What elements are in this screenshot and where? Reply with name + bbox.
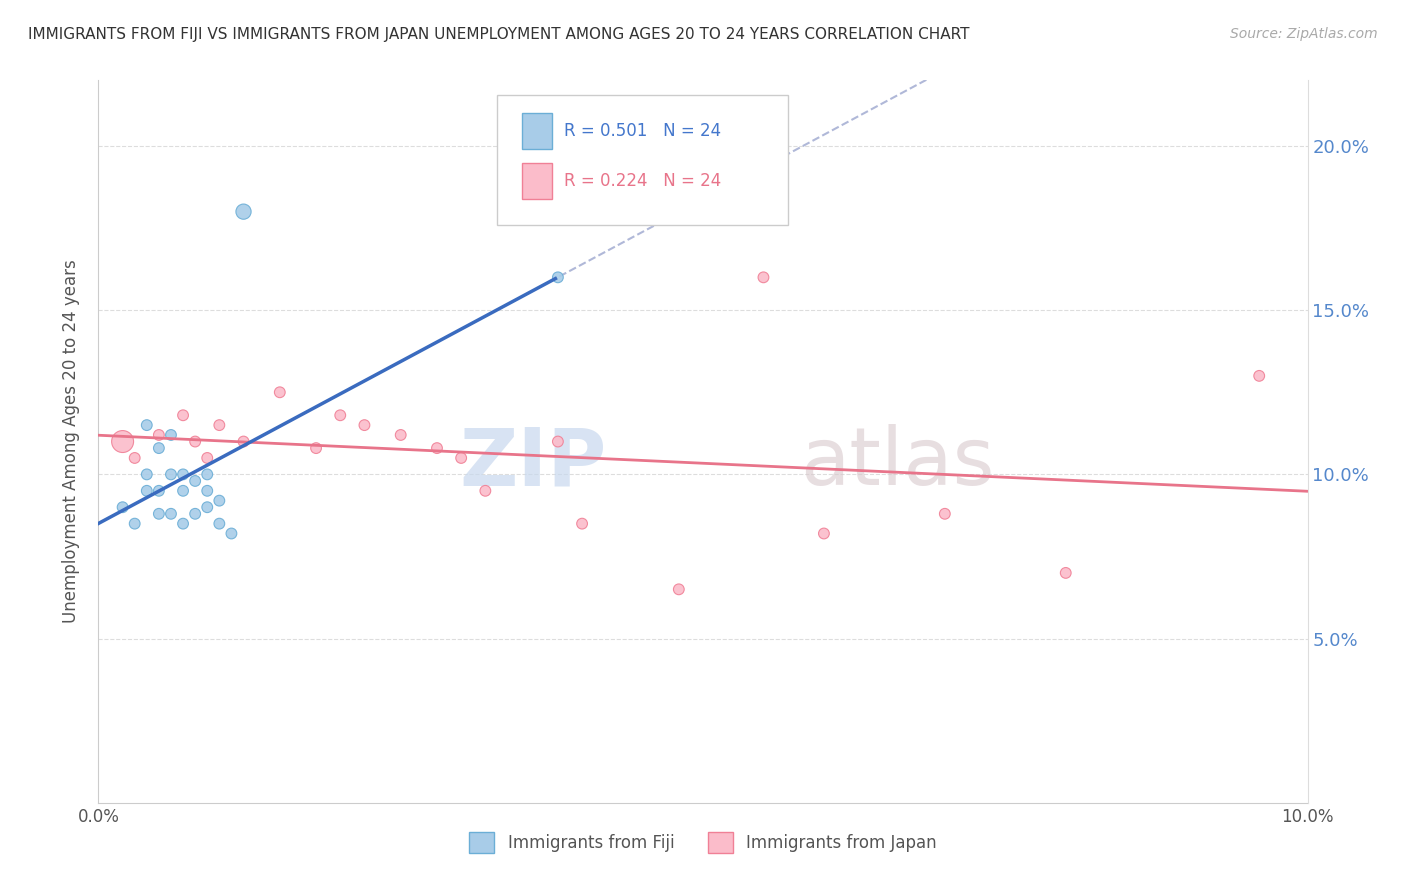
Y-axis label: Unemployment Among Ages 20 to 24 years: Unemployment Among Ages 20 to 24 years xyxy=(62,260,80,624)
Point xyxy=(232,434,254,449)
Point xyxy=(221,526,243,541)
Point xyxy=(547,270,569,285)
Point xyxy=(148,507,170,521)
Point xyxy=(124,516,146,531)
Point xyxy=(184,507,207,521)
Point xyxy=(208,418,231,433)
Point xyxy=(1249,368,1271,383)
Point xyxy=(148,428,170,442)
Point xyxy=(160,467,183,482)
Text: ZIP: ZIP xyxy=(458,425,606,502)
Text: IMMIGRANTS FROM FIJI VS IMMIGRANTS FROM JAPAN UNEMPLOYMENT AMONG AGES 20 TO 24 Y: IMMIGRANTS FROM FIJI VS IMMIGRANTS FROM … xyxy=(28,27,970,42)
Point xyxy=(353,418,375,433)
Point xyxy=(195,483,218,498)
Point xyxy=(148,441,170,455)
Point xyxy=(135,418,157,433)
Text: atlas: atlas xyxy=(800,425,994,502)
FancyBboxPatch shape xyxy=(522,163,553,200)
Point xyxy=(111,500,134,515)
Point xyxy=(474,483,496,498)
Point xyxy=(426,441,449,455)
Point xyxy=(184,474,207,488)
Point xyxy=(547,434,569,449)
Point xyxy=(934,507,956,521)
Point xyxy=(172,516,194,531)
Text: Source: ZipAtlas.com: Source: ZipAtlas.com xyxy=(1230,27,1378,41)
Point xyxy=(329,409,352,423)
FancyBboxPatch shape xyxy=(522,112,553,149)
Point xyxy=(1054,566,1077,580)
Point xyxy=(571,516,593,531)
Point xyxy=(124,450,146,465)
Point xyxy=(160,507,183,521)
Point xyxy=(208,516,231,531)
Point xyxy=(668,582,690,597)
Legend: Immigrants from Fiji, Immigrants from Japan: Immigrants from Fiji, Immigrants from Ja… xyxy=(463,826,943,860)
Point xyxy=(813,526,835,541)
Point xyxy=(195,500,218,515)
Point xyxy=(208,493,231,508)
Point xyxy=(450,450,472,465)
Point xyxy=(111,434,134,449)
Point xyxy=(160,428,183,442)
Point xyxy=(135,467,157,482)
Point xyxy=(172,467,194,482)
Point xyxy=(184,434,207,449)
Text: R = 0.224   N = 24: R = 0.224 N = 24 xyxy=(564,172,721,190)
Text: R = 0.501   N = 24: R = 0.501 N = 24 xyxy=(564,122,721,140)
FancyBboxPatch shape xyxy=(498,95,787,225)
Point xyxy=(752,270,775,285)
Point xyxy=(172,483,194,498)
Point xyxy=(232,204,254,219)
Point xyxy=(195,450,218,465)
Point xyxy=(305,441,328,455)
Point xyxy=(195,467,218,482)
Point xyxy=(135,483,157,498)
Point xyxy=(172,409,194,423)
Point xyxy=(269,385,291,400)
Point xyxy=(148,483,170,498)
Point xyxy=(389,428,412,442)
